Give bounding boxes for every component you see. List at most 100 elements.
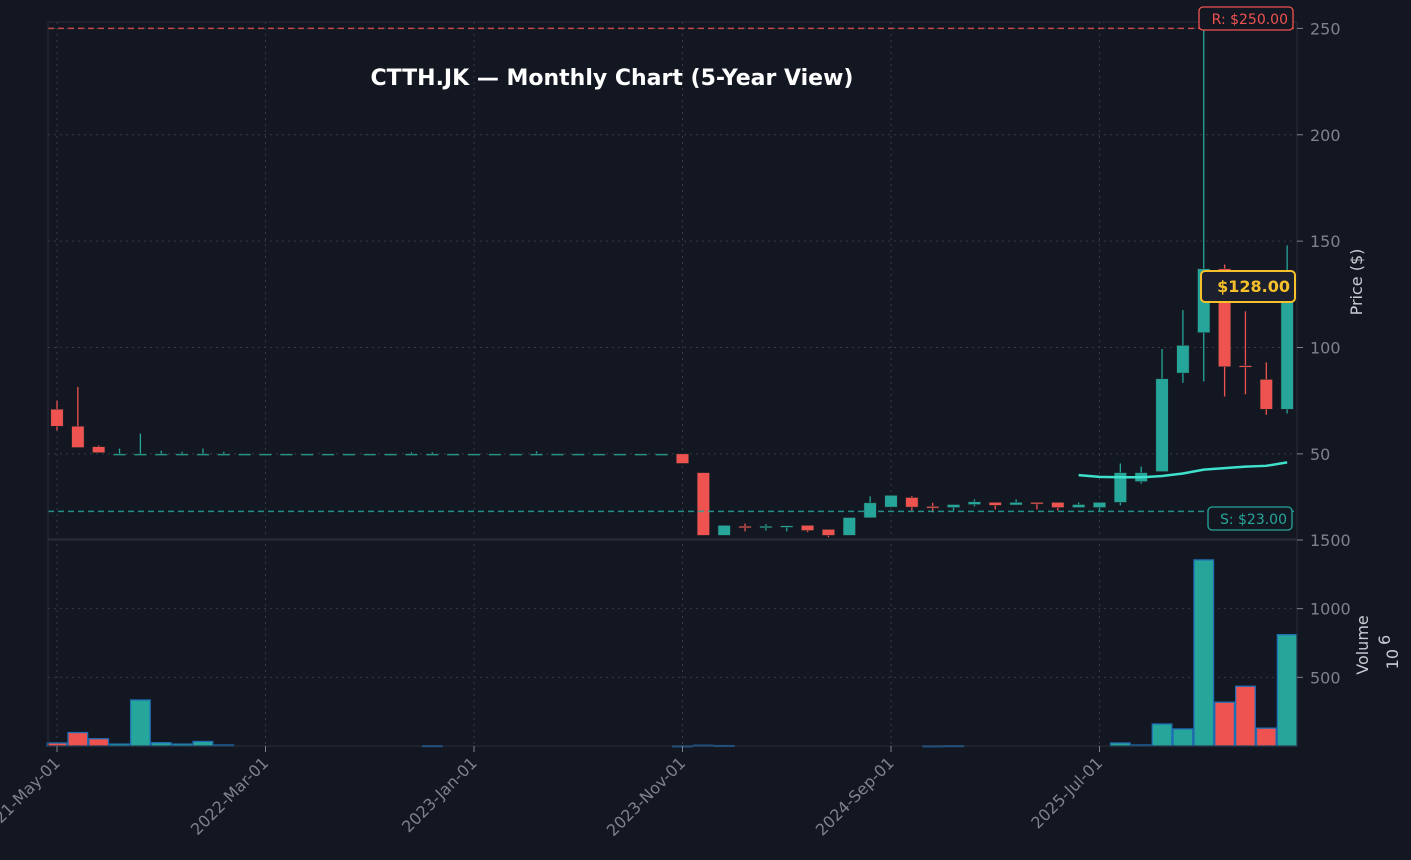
price-labels: R: $250.00 S: $23.00 $128.00 [1198, 6, 1296, 531]
candle-body [717, 525, 731, 536]
candle [780, 525, 794, 532]
candle-body [988, 502, 1002, 506]
price-tick-label: 200 [1310, 126, 1341, 145]
candle [759, 524, 773, 531]
candle-body [154, 453, 168, 456]
candle-body [967, 501, 981, 505]
moving-average-line [1078, 461, 1288, 479]
candle [446, 453, 460, 456]
candle [676, 453, 689, 464]
candle [259, 453, 272, 456]
candle [321, 453, 335, 456]
candle-body [405, 453, 418, 456]
volume-tick-label: 500 [1310, 668, 1341, 687]
candle [947, 504, 960, 511]
candle-body [71, 425, 85, 448]
candle-body [196, 453, 210, 456]
candle-body [1113, 472, 1127, 503]
candle [488, 453, 502, 456]
candle-body [530, 453, 543, 456]
candle-body [363, 453, 377, 456]
candle [863, 496, 877, 518]
chart-title: CTTH.JK — Monthly Chart (5-Year View) [371, 66, 854, 91]
candle-body [1155, 378, 1169, 472]
candle-body [738, 525, 752, 529]
candle-body [801, 525, 815, 531]
candle [405, 452, 418, 456]
candle-body [780, 525, 794, 528]
candle [279, 453, 293, 456]
price-tick-label: 250 [1310, 19, 1341, 38]
candle [384, 453, 398, 456]
volume-scale-label: 10 6 [1375, 635, 1402, 670]
candle-body [1072, 504, 1086, 508]
candle-body [571, 453, 585, 456]
price-tick-label: 100 [1310, 339, 1341, 358]
candle-body [446, 453, 460, 456]
candle [238, 453, 252, 456]
candle [1176, 310, 1190, 383]
candle-body [1280, 287, 1294, 410]
volume-bar [1172, 728, 1194, 747]
candle [592, 453, 606, 456]
volume-tick-label: 1000 [1310, 600, 1351, 619]
volume-bar [1214, 701, 1236, 747]
volume-axis-label: Volume [1353, 615, 1372, 675]
candle [1259, 362, 1273, 415]
candle-body [342, 453, 356, 456]
candle-body [926, 506, 940, 509]
resistance-label-box [1198, 6, 1294, 31]
support-label-box [1207, 506, 1293, 531]
candle [550, 453, 564, 456]
candle-body [822, 529, 835, 536]
candle [613, 453, 627, 456]
candle [467, 453, 481, 456]
candle [717, 525, 731, 536]
candle [50, 400, 64, 431]
volume-bar [1193, 559, 1215, 747]
volume-panel-frame [47, 539, 1298, 747]
candle-body [1009, 502, 1023, 506]
price-tick-label: 150 [1310, 232, 1341, 251]
candle-body [905, 497, 919, 508]
candle [342, 453, 356, 456]
volume-bar [88, 738, 110, 747]
candle-body [1093, 502, 1106, 508]
resistance-label-text: R: $250.00 [1212, 12, 1288, 28]
candle-body [947, 504, 960, 508]
candle-body [238, 453, 252, 456]
candle [1239, 311, 1252, 395]
volume-bar [1255, 727, 1277, 747]
candle-body [884, 495, 898, 508]
volume-tick-label: 1500 [1310, 531, 1351, 550]
candle-body [655, 453, 669, 456]
price-panel-frame [47, 21, 1298, 540]
candle-body [1030, 502, 1044, 505]
volume-scale-base: 10 [1383, 649, 1402, 669]
candle [1030, 502, 1044, 510]
candle-body [467, 453, 481, 456]
candle-body [1259, 379, 1273, 410]
candle-body [759, 525, 773, 529]
candle-body [217, 453, 231, 456]
candle [696, 472, 710, 536]
candle [1093, 502, 1106, 511]
candles [50, 24, 1294, 538]
candle-body [842, 517, 856, 536]
candle [822, 529, 835, 538]
candle [884, 495, 898, 508]
candle [571, 453, 585, 456]
candle [196, 448, 210, 456]
candle [967, 499, 981, 507]
volume-bar [1151, 723, 1173, 747]
candle-body [175, 453, 189, 456]
candle [530, 451, 543, 456]
candle-body [1176, 345, 1190, 374]
candle-body [509, 453, 523, 456]
candle [634, 453, 648, 456]
candle [905, 496, 919, 511]
candle-body [634, 453, 648, 456]
candle-body [50, 408, 64, 427]
